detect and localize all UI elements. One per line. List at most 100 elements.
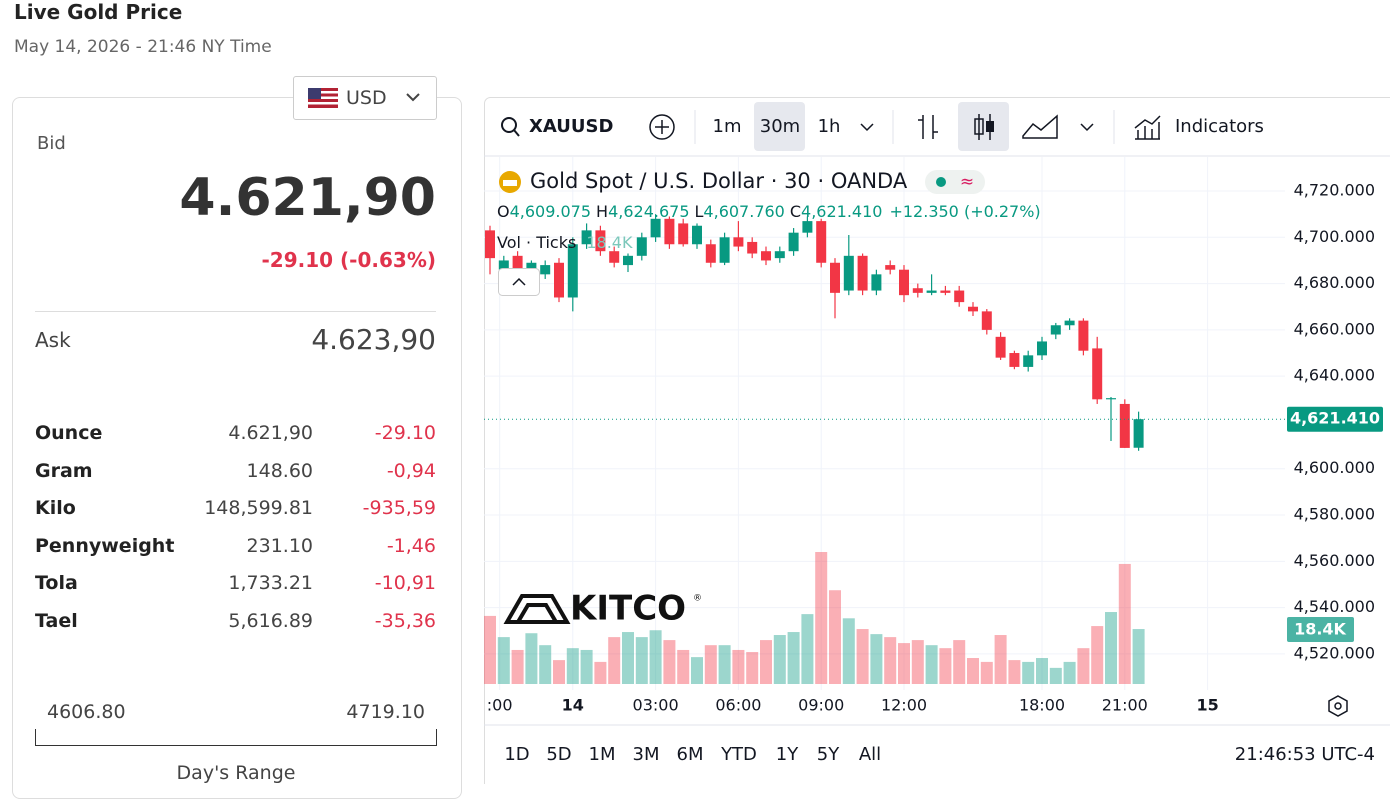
candle-body xyxy=(678,223,689,245)
style-menu[interactable] xyxy=(1080,123,1094,132)
timestamp: May 14, 2026 - 21:46 NY Time xyxy=(14,37,272,57)
range-button[interactable]: 5Y xyxy=(817,744,840,765)
change: +12.350 (+0.27%) xyxy=(889,202,1040,221)
candle-body xyxy=(1133,419,1144,448)
price-badge-label: 4,621.410 xyxy=(1290,409,1380,428)
range-bar xyxy=(35,729,437,746)
volume-bar xyxy=(801,614,814,684)
unit-change: -0,94 xyxy=(386,460,436,482)
interval[interactable]: 1m xyxy=(713,116,742,137)
l-value: 4,607.760 xyxy=(703,202,784,221)
volume-bar xyxy=(608,637,621,684)
status-icon: ≈ xyxy=(960,172,974,192)
price-badge xyxy=(1287,406,1383,432)
unit-change: -935,59 xyxy=(362,497,436,519)
volume-bar xyxy=(925,645,938,684)
candle-body xyxy=(802,221,813,233)
candle-body xyxy=(954,290,965,303)
c-value: 4,621.410 xyxy=(801,202,882,221)
candle-body xyxy=(705,244,716,263)
volume-badge xyxy=(1287,617,1354,642)
unit-price: 5,616.89 xyxy=(228,610,313,632)
unit-change: -10,91 xyxy=(374,572,436,594)
range-button[interactable]: All xyxy=(859,744,881,765)
candle-body xyxy=(1037,341,1047,356)
volume-bar xyxy=(760,640,772,684)
unit-change: -29.10 xyxy=(374,422,436,444)
unit-name: Gram xyxy=(35,460,93,482)
compare-button[interactable] xyxy=(649,114,675,140)
volume-bar xyxy=(497,637,510,684)
volume-bar xyxy=(580,649,593,684)
area-icon[interactable] xyxy=(1022,114,1058,139)
volume-bar xyxy=(815,552,828,684)
symbol[interactable]: XAUUSD xyxy=(529,116,613,137)
active-interval xyxy=(754,102,805,151)
volume-bar xyxy=(663,640,676,684)
range-button[interactable]: 1Y xyxy=(776,744,799,765)
indicators-icon[interactable] xyxy=(1134,115,1161,140)
registered: ® xyxy=(693,594,702,604)
candles-icon xyxy=(986,121,994,132)
chart: XAUUSD 1m 30m 1h Indicators Gold Spot / … xyxy=(484,97,1390,784)
volume-bar xyxy=(511,649,524,684)
interval[interactable]: 1h xyxy=(818,116,841,137)
candle-body xyxy=(747,241,758,254)
legend: Gold Spot / U.S. Dollar · 30 · OANDA ≈ O… xyxy=(487,169,1383,765)
bid-price: 4.621,90 xyxy=(179,168,436,228)
volume-bar xyxy=(718,645,731,684)
divider xyxy=(35,311,436,312)
range-button[interactable]: YTD xyxy=(720,744,757,765)
range-button[interactable]: 6M xyxy=(677,744,704,765)
unit-name: Pennyweight xyxy=(35,535,175,557)
candle-body xyxy=(650,218,661,238)
h: H xyxy=(596,202,608,221)
volume-bar xyxy=(649,630,662,684)
candle-body xyxy=(774,251,785,259)
range-button[interactable]: 1M xyxy=(589,744,616,765)
candle-body xyxy=(1119,403,1130,448)
interval[interactable]: 30m xyxy=(760,116,800,137)
x-tick-label: 15 xyxy=(1196,696,1218,715)
currency-select[interactable]: USD xyxy=(293,76,437,120)
interval-menu[interactable] xyxy=(860,123,874,132)
range-button[interactable]: 1D xyxy=(504,744,529,765)
volume-bar xyxy=(939,648,952,684)
o-value: 4,609.075 xyxy=(510,202,591,221)
x-tick-label: 14 xyxy=(562,696,584,715)
candle-body xyxy=(871,274,882,291)
x-tick-label: 09:00 xyxy=(798,696,844,715)
candle-body xyxy=(1064,320,1075,326)
candle-body xyxy=(1078,320,1089,351)
range-button[interactable]: 3M xyxy=(633,744,660,765)
x-tick-label: 18:00 xyxy=(1019,696,1065,715)
volume-bar xyxy=(842,618,855,684)
watermark-logo xyxy=(503,594,571,624)
candle-body xyxy=(733,237,744,247)
volume-bar xyxy=(484,615,496,684)
unit-name: Tael xyxy=(35,610,78,632)
candle-body xyxy=(857,255,868,291)
range-button[interactable]: 5D xyxy=(546,744,571,765)
indicators-button[interactable]: Indicators xyxy=(1175,116,1264,137)
y-tick-label: 4,540.000 xyxy=(1294,597,1375,616)
settings-icon[interactable] xyxy=(1328,695,1348,717)
y-tick-label: 4,700.000 xyxy=(1294,227,1375,246)
candle-body xyxy=(567,244,578,298)
unit-price: 1,733.21 xyxy=(228,572,313,594)
collapse-button[interactable] xyxy=(498,268,540,296)
unit-name: Tola xyxy=(35,572,78,594)
bars-icon[interactable] xyxy=(918,115,938,139)
candle-body xyxy=(968,306,978,312)
l: L xyxy=(695,202,704,221)
c: C xyxy=(790,202,801,221)
collapse-icon xyxy=(512,277,526,286)
candle-body xyxy=(719,237,730,263)
symbol-icon xyxy=(503,180,517,186)
range-label: Day's Range xyxy=(176,762,296,784)
volume-bar xyxy=(856,629,869,684)
search-icon[interactable] xyxy=(501,117,517,133)
bid-change: -29.10 (-0.63%) xyxy=(261,248,437,272)
compare-icon xyxy=(655,120,669,134)
